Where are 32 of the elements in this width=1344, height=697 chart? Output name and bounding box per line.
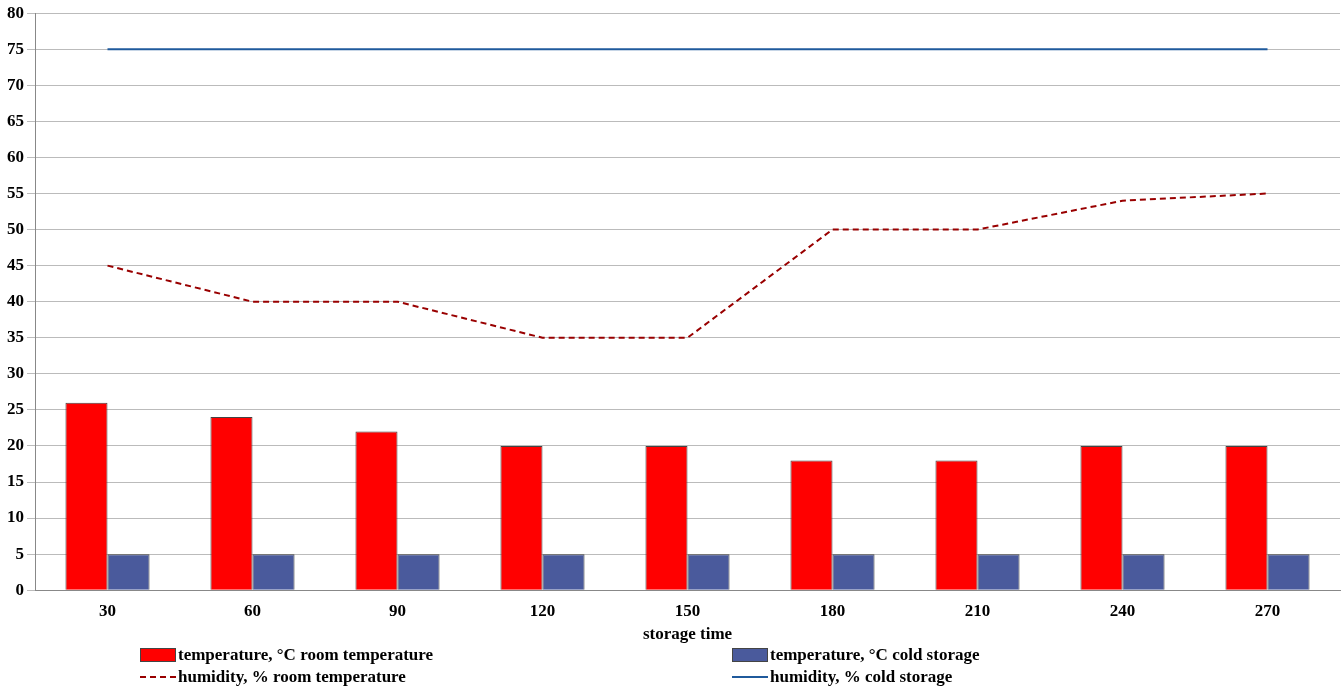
legend-label: humidity, % room temperature: [178, 667, 406, 687]
y-tick-label: 5: [15, 543, 24, 563]
y-tick-label: 0: [15, 579, 24, 599]
legend-label: humidity, % cold storage: [770, 667, 953, 687]
y-tick-label: 30: [7, 363, 24, 383]
legend-label: temperature, °C cold storage: [770, 645, 980, 665]
y-tick-label: 60: [7, 146, 24, 166]
legend-label: temperature, °C room temperature: [178, 645, 434, 665]
x-axis-title: storage time: [642, 624, 733, 644]
y-tick-label: 20: [7, 435, 24, 455]
x-tick-label: 150: [674, 600, 701, 620]
y-tick-label: 70: [7, 74, 24, 94]
y-tick-label: 80: [7, 2, 24, 22]
line-series: [106, 192, 1269, 339]
y-tick-label: 40: [7, 291, 24, 311]
y-tick-label: 50: [7, 218, 24, 238]
y-tick-label: 35: [7, 327, 24, 347]
x-tick-label: 270: [1254, 600, 1281, 620]
y-tick-label: 45: [7, 255, 24, 275]
x-tick-label: 180: [819, 600, 846, 620]
y-tick-label: 75: [7, 38, 24, 58]
x-tick-label: 90: [389, 600, 406, 620]
y-tick-label: 15: [7, 471, 24, 491]
x-tick-label: 240: [1109, 600, 1136, 620]
x-tick-label: 30: [99, 600, 116, 620]
y-tick-label: 10: [7, 507, 24, 527]
y-tick-label: 65: [7, 110, 24, 130]
y-tick-label: 55: [7, 182, 24, 202]
x-tick-label: 60: [244, 600, 261, 620]
x-tick-label: 120: [529, 600, 556, 620]
x-tick-label: 210: [964, 600, 991, 620]
y-tick-label: 25: [7, 399, 24, 419]
